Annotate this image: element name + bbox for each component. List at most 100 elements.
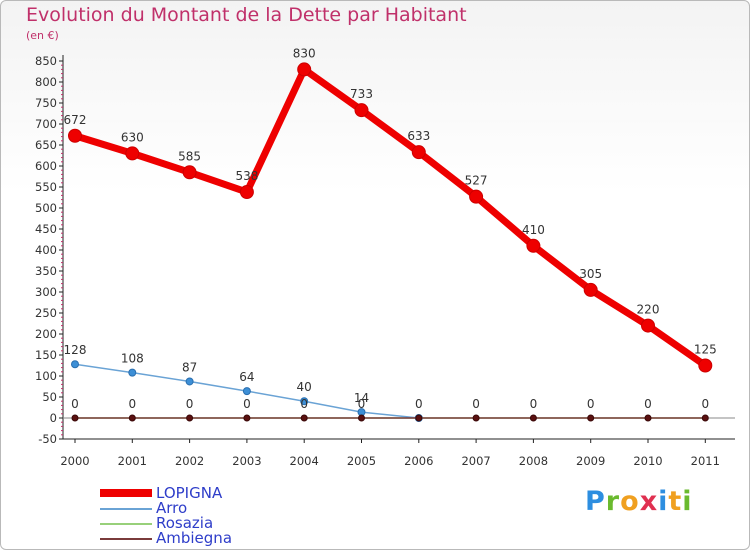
legend-swatch-arro — [100, 508, 152, 510]
legend-label-lopigna: LOPIGNA — [156, 484, 223, 502]
data-point-ambiegna — [358, 414, 365, 422]
data-label-lopigna: 672 — [64, 113, 87, 127]
y-tick-label: 500 — [35, 201, 57, 215]
y-tick-label: 450 — [35, 222, 57, 236]
logo-letter: o — [620, 486, 640, 517]
data-point-lopigna — [354, 103, 369, 118]
series-line-lopigna — [71, 65, 709, 369]
data-label-lopigna: 585 — [178, 149, 201, 163]
data-label-lopigna: 633 — [407, 129, 430, 143]
data-label-arro: 40 — [297, 380, 312, 394]
data-point-arro — [300, 397, 309, 406]
data-label-arro: 14 — [354, 391, 369, 405]
data-label-ambiegna: 0 — [358, 397, 366, 411]
x-tick-label: 2006 — [404, 454, 433, 468]
y-tick-label: 800 — [35, 75, 57, 89]
x-tick-label: 2001 — [118, 454, 147, 468]
data-point-ambiegna — [186, 414, 194, 422]
data-point-lopigna — [182, 165, 197, 180]
data-label-lopigna: 220 — [637, 303, 660, 317]
x-tick-label: 2004 — [290, 454, 319, 468]
y-tick-label: 750 — [35, 96, 57, 110]
y-tick-label: 0 — [50, 411, 57, 425]
data-label-lopigna: 410 — [522, 223, 545, 237]
x-tick-label: 2009 — [576, 454, 605, 468]
legend-swatch-ambiegna — [100, 538, 152, 540]
x-tick-label: 2010 — [633, 454, 662, 468]
data-label-lopigna: 305 — [579, 267, 602, 281]
y-tick-label: 50 — [42, 390, 57, 404]
data-point-lopigna — [583, 282, 598, 297]
data-point-arro — [242, 387, 251, 396]
data-point-lopigna — [641, 318, 655, 333]
data-label-lopigna: 733 — [350, 87, 373, 101]
line-chart: -500501001502002503003504004505005506006… — [35, 46, 735, 468]
data-point-ambiegna — [71, 414, 79, 422]
x-tick-label: 2000 — [60, 454, 89, 468]
x-tick-label: 2002 — [175, 454, 204, 468]
y-tick-label: 100 — [35, 369, 57, 383]
legend-label-arro: Arro — [156, 499, 188, 517]
y-tick-label: 350 — [35, 264, 57, 278]
data-label-lopigna: 538 — [235, 169, 258, 183]
data-point-arro — [128, 368, 137, 377]
data-point-ambiegna — [300, 414, 308, 422]
data-point-ambiegna — [644, 414, 652, 422]
data-label-ambiegna: 0 — [243, 397, 251, 411]
logo-letter: i — [682, 486, 693, 517]
data-label-lopigna: 125 — [694, 343, 717, 357]
logo-letter: P — [585, 486, 606, 517]
data-label-ambiegna: 0 — [587, 397, 595, 411]
logo-letter: t — [668, 486, 683, 517]
y-tick-label: 600 — [35, 159, 57, 173]
data-label-ambiegna: 0 — [701, 397, 709, 411]
data-point-lopigna — [469, 189, 484, 204]
y-tick-label: -50 — [38, 432, 57, 446]
data-point-lopigna — [68, 128, 82, 143]
y-tick-label: 400 — [35, 243, 57, 257]
data-label-ambiegna: 0 — [128, 397, 136, 411]
data-label-lopigna: 830 — [293, 46, 316, 60]
data-label-ambiegna: 0 — [71, 397, 79, 411]
chart-title: Evolution du Montant de la Dette par Hab… — [26, 4, 467, 26]
data-point-ambiegna — [243, 414, 251, 422]
data-label-arro: 64 — [239, 370, 254, 384]
data-label-ambiegna: 0 — [530, 397, 538, 411]
y-tick-label: 700 — [35, 117, 57, 131]
y-tick-label: 250 — [35, 306, 57, 320]
data-label-lopigna: 630 — [121, 130, 144, 144]
data-label-ambiegna: 0 — [186, 397, 194, 411]
data-point-ambiegna — [587, 414, 595, 422]
x-tick-label: 2003 — [232, 454, 261, 468]
x-tick-label: 2008 — [519, 454, 548, 468]
x-tick-label: 2011 — [691, 454, 720, 468]
y-tick-label: 550 — [35, 180, 57, 194]
y-tick-label: 300 — [35, 285, 57, 299]
y-tick-label: 850 — [35, 54, 57, 68]
data-point-lopigna — [239, 185, 254, 200]
legend-label-rosazia: Rosazia — [156, 514, 214, 532]
data-point-lopigna — [698, 358, 713, 373]
data-point-lopigna — [411, 145, 426, 160]
chart-unit: (en €) — [26, 29, 59, 42]
data-label-arro: 87 — [182, 360, 197, 374]
legend-swatch-rosazia — [100, 523, 152, 525]
logo-letter: r — [605, 486, 621, 517]
data-point-arro — [185, 377, 194, 386]
data-point-ambiegna — [701, 414, 709, 422]
data-point-lopigna — [297, 62, 312, 77]
x-tick-label: 2007 — [461, 454, 490, 468]
logo-letter: x — [639, 486, 659, 517]
data-point-ambiegna — [128, 414, 136, 422]
data-label-ambiegna: 0 — [472, 397, 480, 411]
y-tick-label: 200 — [35, 327, 57, 341]
proxiti-logo: Proxiti — [585, 486, 693, 517]
data-label-lopigna: 527 — [465, 174, 488, 188]
y-tick-label: 650 — [35, 138, 57, 152]
data-label-arro: 128 — [64, 343, 87, 357]
data-label-ambiegna: 0 — [644, 397, 652, 411]
data-label-arro: 108 — [121, 352, 144, 366]
data-point-ambiegna — [415, 414, 423, 422]
